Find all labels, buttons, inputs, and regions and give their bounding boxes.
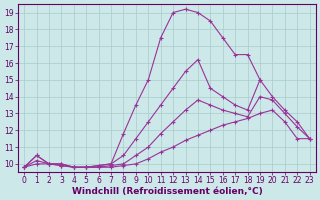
- X-axis label: Windchill (Refroidissement éolien,°C): Windchill (Refroidissement éolien,°C): [72, 187, 262, 196]
